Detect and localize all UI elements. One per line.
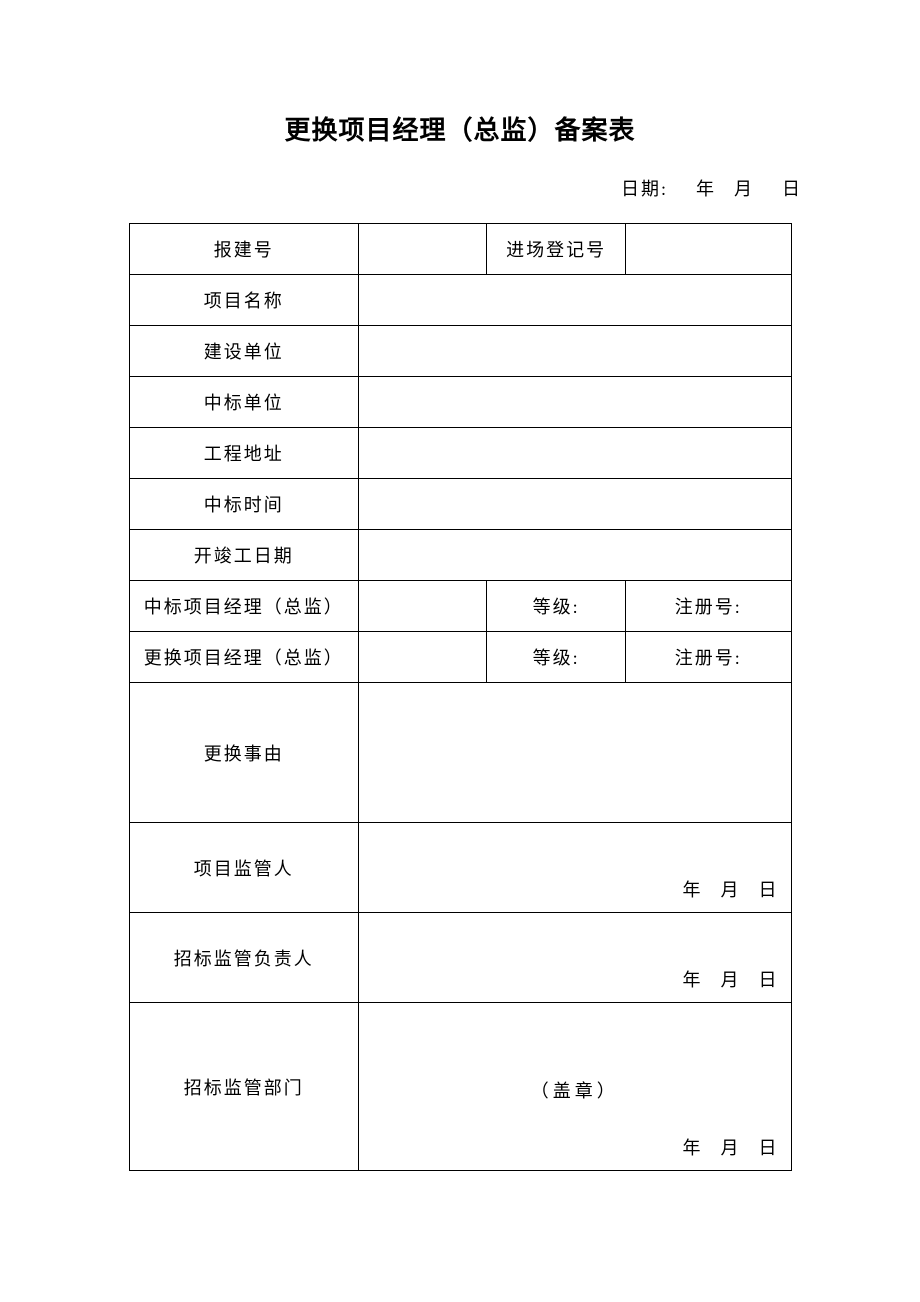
month-label: 月 xyxy=(734,179,754,199)
value-bid-time xyxy=(359,479,791,530)
supervisor-date: 年月日 xyxy=(683,876,779,902)
table-row: 招标监管负责人 年月日 xyxy=(129,913,791,1003)
value-report-no xyxy=(359,224,487,275)
sig-month: 月 xyxy=(721,880,741,900)
value-replace-pm-name xyxy=(359,632,487,683)
label-bid-pm-regno: 注册号: xyxy=(625,581,791,632)
table-row: 中标单位 xyxy=(129,377,791,428)
table-row: 中标项目经理（总监） 等级: 注册号: xyxy=(129,581,791,632)
label-bid-supervisor-dept: 招标监管部门 xyxy=(129,1003,359,1171)
label-supervisor: 项目监管人 xyxy=(129,823,359,913)
label-bid-time: 中标时间 xyxy=(129,479,359,530)
value-bid-unit xyxy=(359,377,791,428)
label-start-end-date: 开竣工日期 xyxy=(129,530,359,581)
table-row: 项目名称 xyxy=(129,275,791,326)
table-row: 中标时间 xyxy=(129,479,791,530)
table-row: 工程地址 xyxy=(129,428,791,479)
sig-day: 日 xyxy=(759,1138,779,1158)
day-label: 日 xyxy=(782,179,802,199)
label-report-no: 报建号 xyxy=(129,224,359,275)
sig-year: 年 xyxy=(683,970,703,990)
value-bid-pm-name xyxy=(359,581,487,632)
label-bid-unit: 中标单位 xyxy=(129,377,359,428)
value-supervisor: 年月日 xyxy=(359,823,791,913)
sig-month: 月 xyxy=(721,1138,741,1158)
table-row: 项目监管人 年月日 xyxy=(129,823,791,913)
label-bid-pm: 中标项目经理（总监） xyxy=(129,581,359,632)
form-title: 更换项目经理（总监）备案表 xyxy=(110,110,810,147)
sig-day: 日 xyxy=(759,880,779,900)
sig-year: 年 xyxy=(683,1138,703,1158)
value-bid-supervisor-dept: （盖章） 年月日 xyxy=(359,1003,791,1171)
table-row: 更换事由 xyxy=(129,683,791,823)
table-row: 招标监管部门 （盖章） 年月日 xyxy=(129,1003,791,1171)
label-replace-reason: 更换事由 xyxy=(129,683,359,823)
label-bid-supervisor-head: 招标监管负责人 xyxy=(129,913,359,1003)
label-construction-unit: 建设单位 xyxy=(129,326,359,377)
label-replace-pm-grade: 等级: xyxy=(487,632,626,683)
year-label: 年 xyxy=(696,179,716,199)
seal-text: （盖章） xyxy=(531,1077,619,1103)
bid-supervisor-dept-date: 年月日 xyxy=(683,1134,779,1160)
value-construction-unit xyxy=(359,326,791,377)
label-replace-pm: 更换项目经理（总监） xyxy=(129,632,359,683)
table-row: 报建号 进场登记号 xyxy=(129,224,791,275)
bid-supervisor-head-date: 年月日 xyxy=(683,966,779,992)
value-project-address xyxy=(359,428,791,479)
label-project-address: 工程地址 xyxy=(129,428,359,479)
label-project-name: 项目名称 xyxy=(129,275,359,326)
label-bid-pm-grade: 等级: xyxy=(487,581,626,632)
label-replace-pm-regno: 注册号: xyxy=(625,632,791,683)
value-replace-reason xyxy=(359,683,791,823)
sig-day: 日 xyxy=(759,970,779,990)
table-row: 开竣工日期 xyxy=(129,530,791,581)
record-form-table: 报建号 进场登记号 项目名称 建设单位 中标单位 工程地址 中标时间 开竣工日期… xyxy=(129,223,792,1171)
sig-year: 年 xyxy=(683,880,703,900)
table-row: 更换项目经理（总监） 等级: 注册号: xyxy=(129,632,791,683)
value-project-name xyxy=(359,275,791,326)
date-label: 日期: xyxy=(621,179,668,199)
value-entry-no xyxy=(625,224,791,275)
header-date-line: 日期: 年月 日 xyxy=(110,175,810,201)
value-start-end-date xyxy=(359,530,791,581)
sig-month: 月 xyxy=(721,970,741,990)
table-row: 建设单位 xyxy=(129,326,791,377)
label-entry-no: 进场登记号 xyxy=(487,224,626,275)
value-bid-supervisor-head: 年月日 xyxy=(359,913,791,1003)
